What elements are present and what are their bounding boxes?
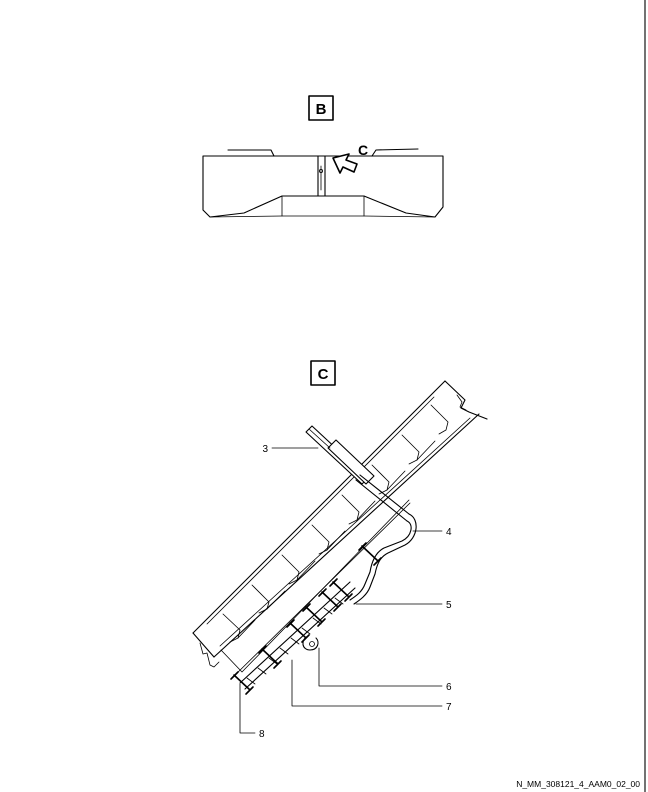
callout-4: 4 <box>446 527 452 538</box>
harness-assembly <box>230 542 382 695</box>
callout-7: 7 <box>446 702 452 713</box>
callout-8: 8 <box>259 729 265 740</box>
callout-6: 6 <box>446 682 452 693</box>
diagonal-panel <box>192 380 488 680</box>
view-c: C <box>192 360 488 740</box>
callout-3: 3 <box>262 444 268 455</box>
central-slot <box>317 155 326 197</box>
view-c-label: C <box>318 366 329 383</box>
leader-lines <box>239 447 443 734</box>
figure-id: N_MM_308121_4_AAM0_02_00 <box>516 779 640 789</box>
view-b-label: B <box>316 101 327 118</box>
probe-sensor <box>305 425 417 605</box>
rib-partitions <box>222 404 449 643</box>
clamp-bars <box>230 542 382 695</box>
fairing-body <box>202 148 444 218</box>
view-b: B C <box>202 95 444 218</box>
view-c-arrow: C <box>332 142 368 174</box>
view-b-callout: C <box>358 142 368 158</box>
view-c-label-box <box>310 360 336 386</box>
view-b-label-box <box>308 95 334 121</box>
callout-5: 5 <box>446 600 452 611</box>
